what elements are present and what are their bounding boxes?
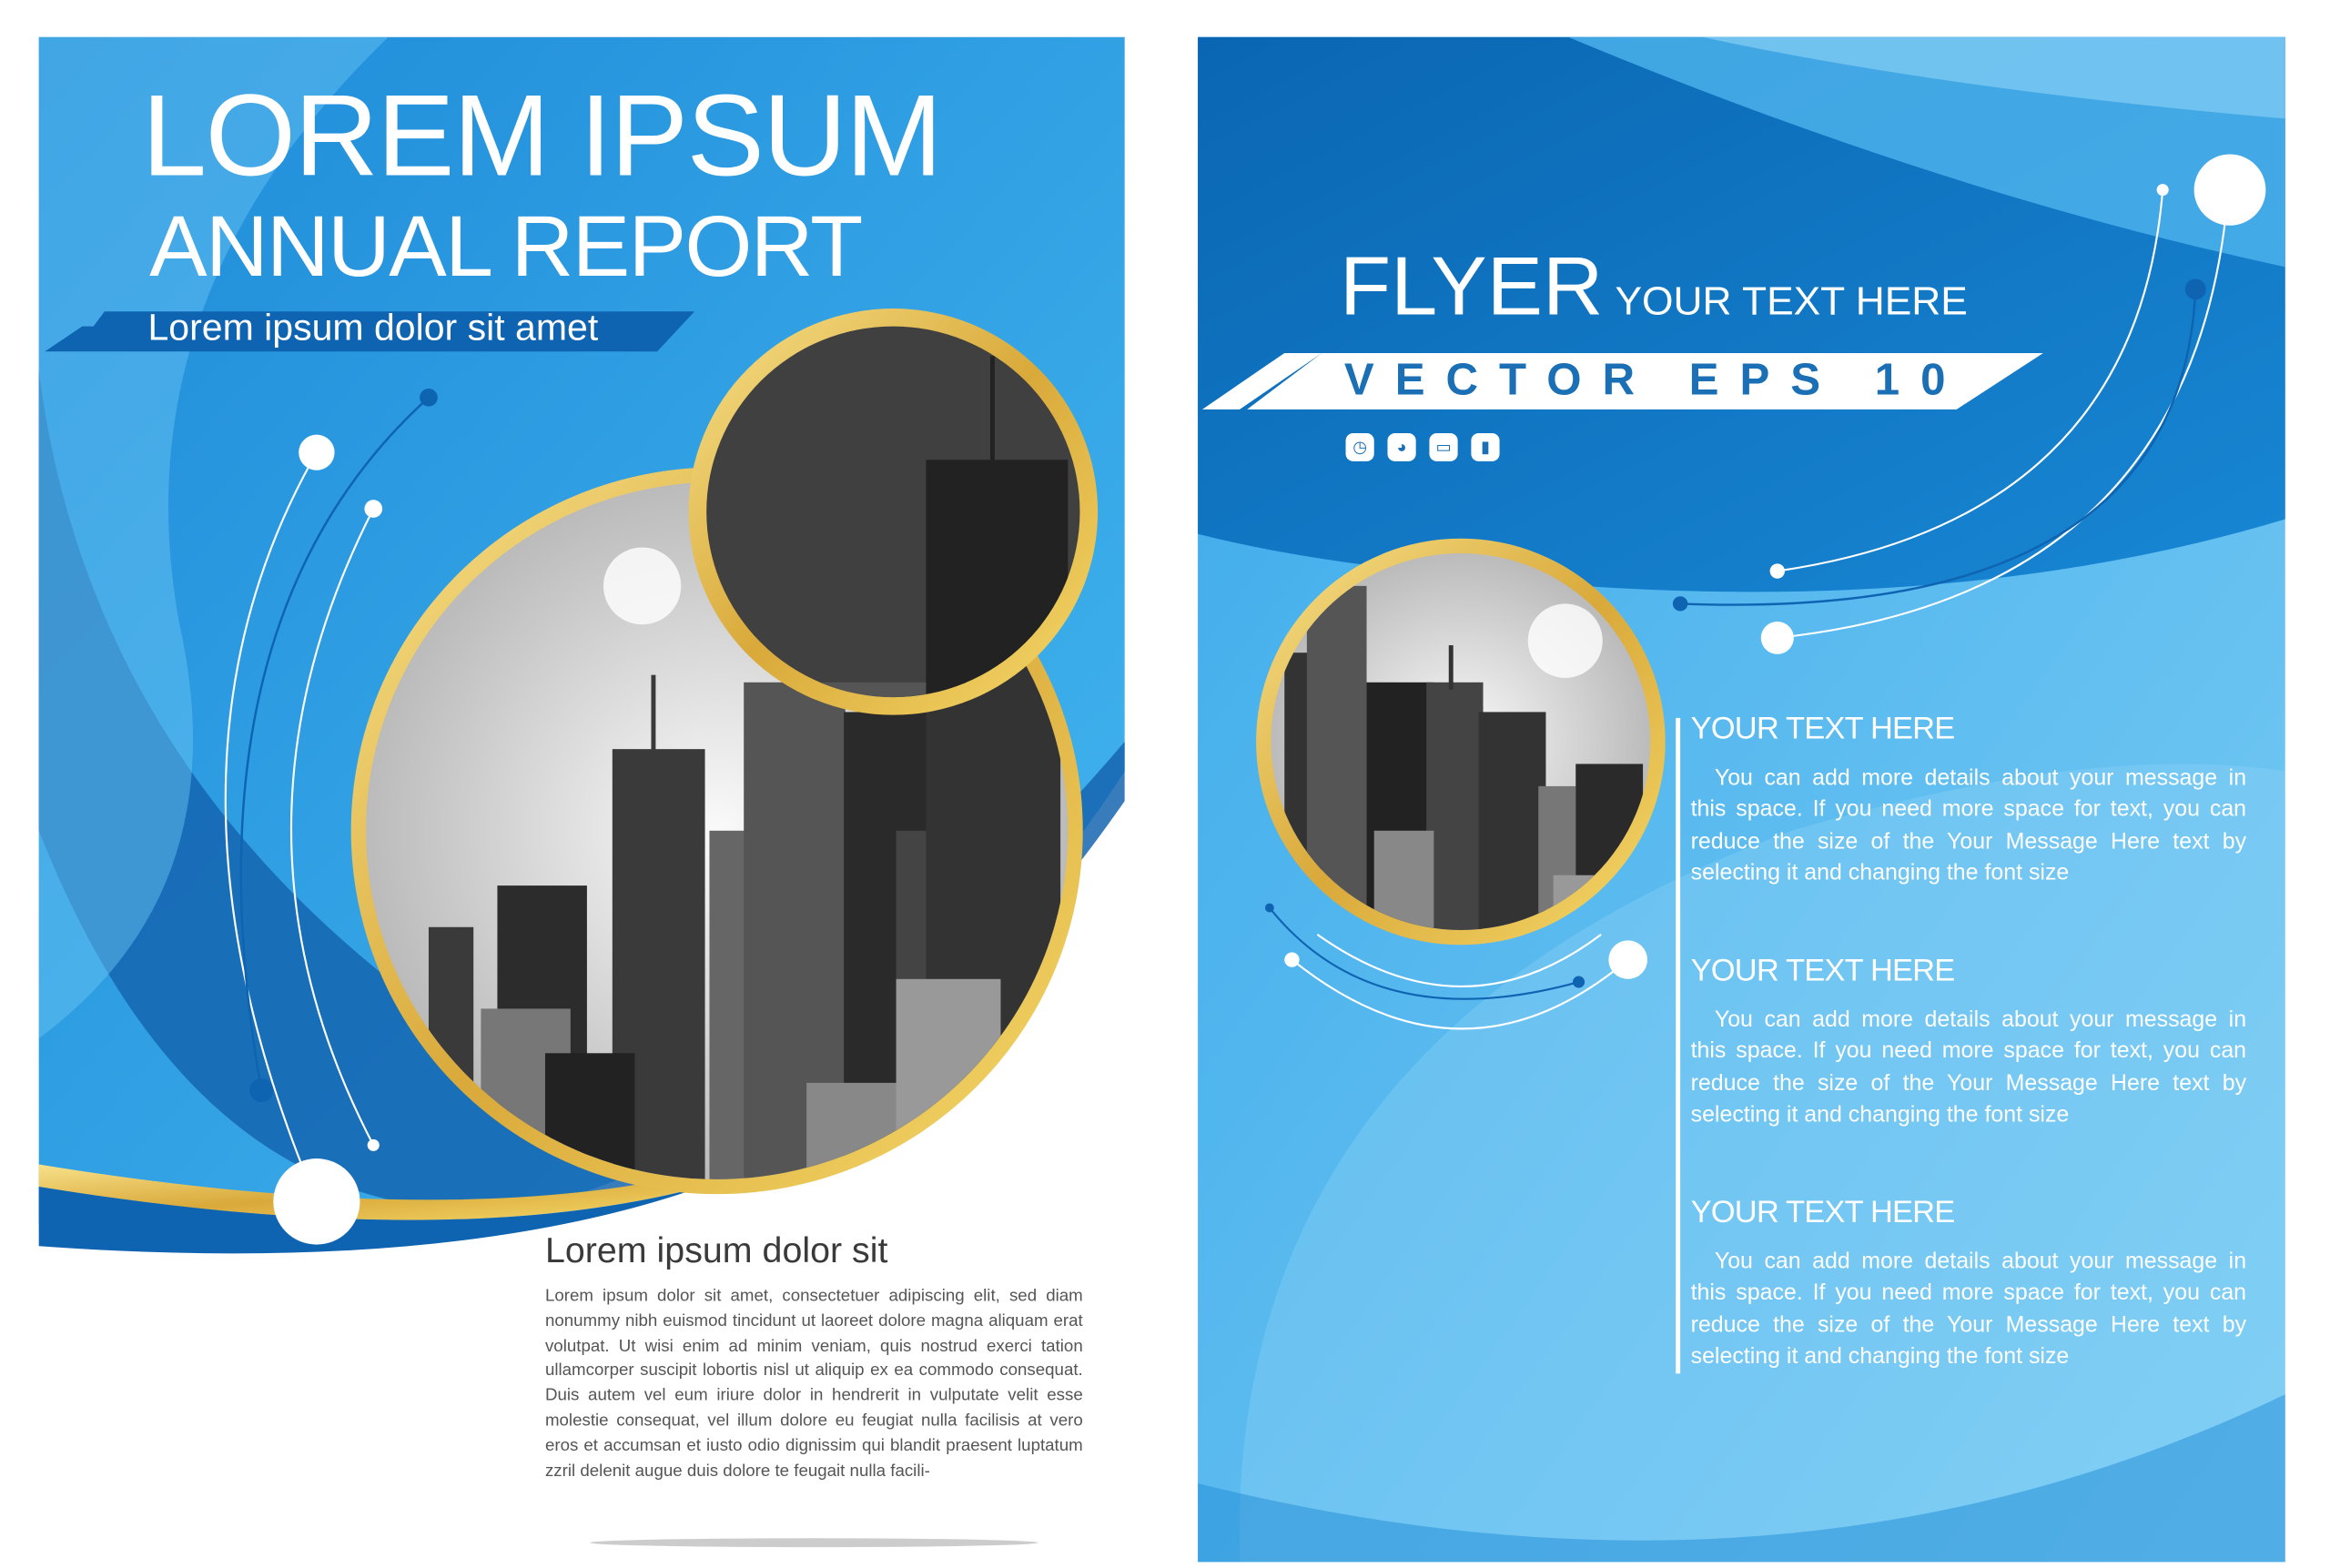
flyer-title: FLYER YOUR TEXT HERE: [1340, 238, 1968, 334]
flyer-title-suffix: YOUR TEXT HERE: [1615, 278, 1968, 324]
section-text: You can add more details about your mess…: [1690, 1007, 2247, 1128]
text-section: YOUR TEXT HERE You can add more details …: [1691, 712, 2246, 888]
report-title: LOREM IPSUM: [141, 69, 943, 201]
text-section: YOUR TEXT HERE You can add more details …: [1691, 1196, 2246, 1372]
report-tagline: Lorem ipsum dolor sit amet: [147, 307, 599, 349]
text-section: YOUR TEXT HERE You can add more details …: [1691, 954, 2246, 1130]
calendar-clock-icon: ◷: [1345, 432, 1374, 461]
vector-banner: VECTOR EPS 10: [1343, 356, 1967, 405]
section-heading: YOUR TEXT HERE: [1690, 1195, 1956, 1230]
bar-chart-icon: ▮: [1471, 432, 1500, 461]
briefcase-icon: ▭: [1429, 432, 1458, 461]
section-text: You can add more details about your mess…: [1690, 765, 2247, 885]
icon-row: ◷ ◕ ▭ ▮: [1345, 432, 1500, 461]
section-heading: YOUR TEXT HERE: [1690, 954, 1956, 988]
section-heading: YOUR TEXT HERE: [1690, 712, 1956, 746]
pie-chart-icon: ◕: [1387, 432, 1416, 461]
flyer-title-main: FLYER: [1339, 238, 1604, 333]
section-text: You can add more details about your mess…: [1690, 1249, 2247, 1370]
divider-line: [1676, 717, 1681, 1374]
body-text: Lorem ipsum dolor sit amet, consectetuer…: [544, 1287, 1083, 1481]
report-subtitle: ANNUAL REPORT: [149, 198, 863, 296]
body-heading: Lorem ipsum dolor sit: [544, 1230, 888, 1271]
